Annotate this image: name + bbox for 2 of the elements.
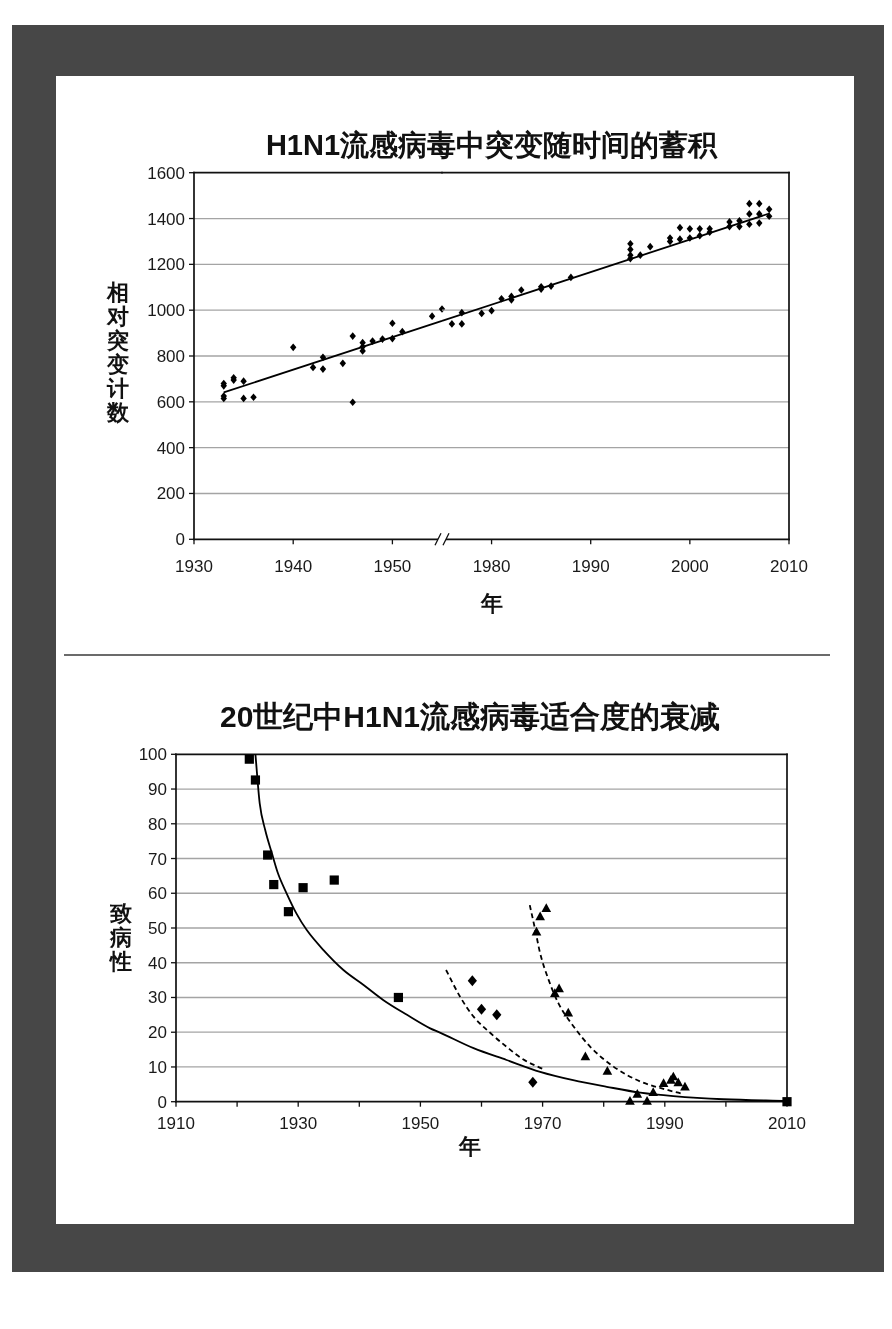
title: 20世纪中H1N1流感病毒适合度的衰减 [219, 700, 721, 733]
title: H1N1流感病毒中突变随时间的蓄积 [265, 129, 718, 161]
